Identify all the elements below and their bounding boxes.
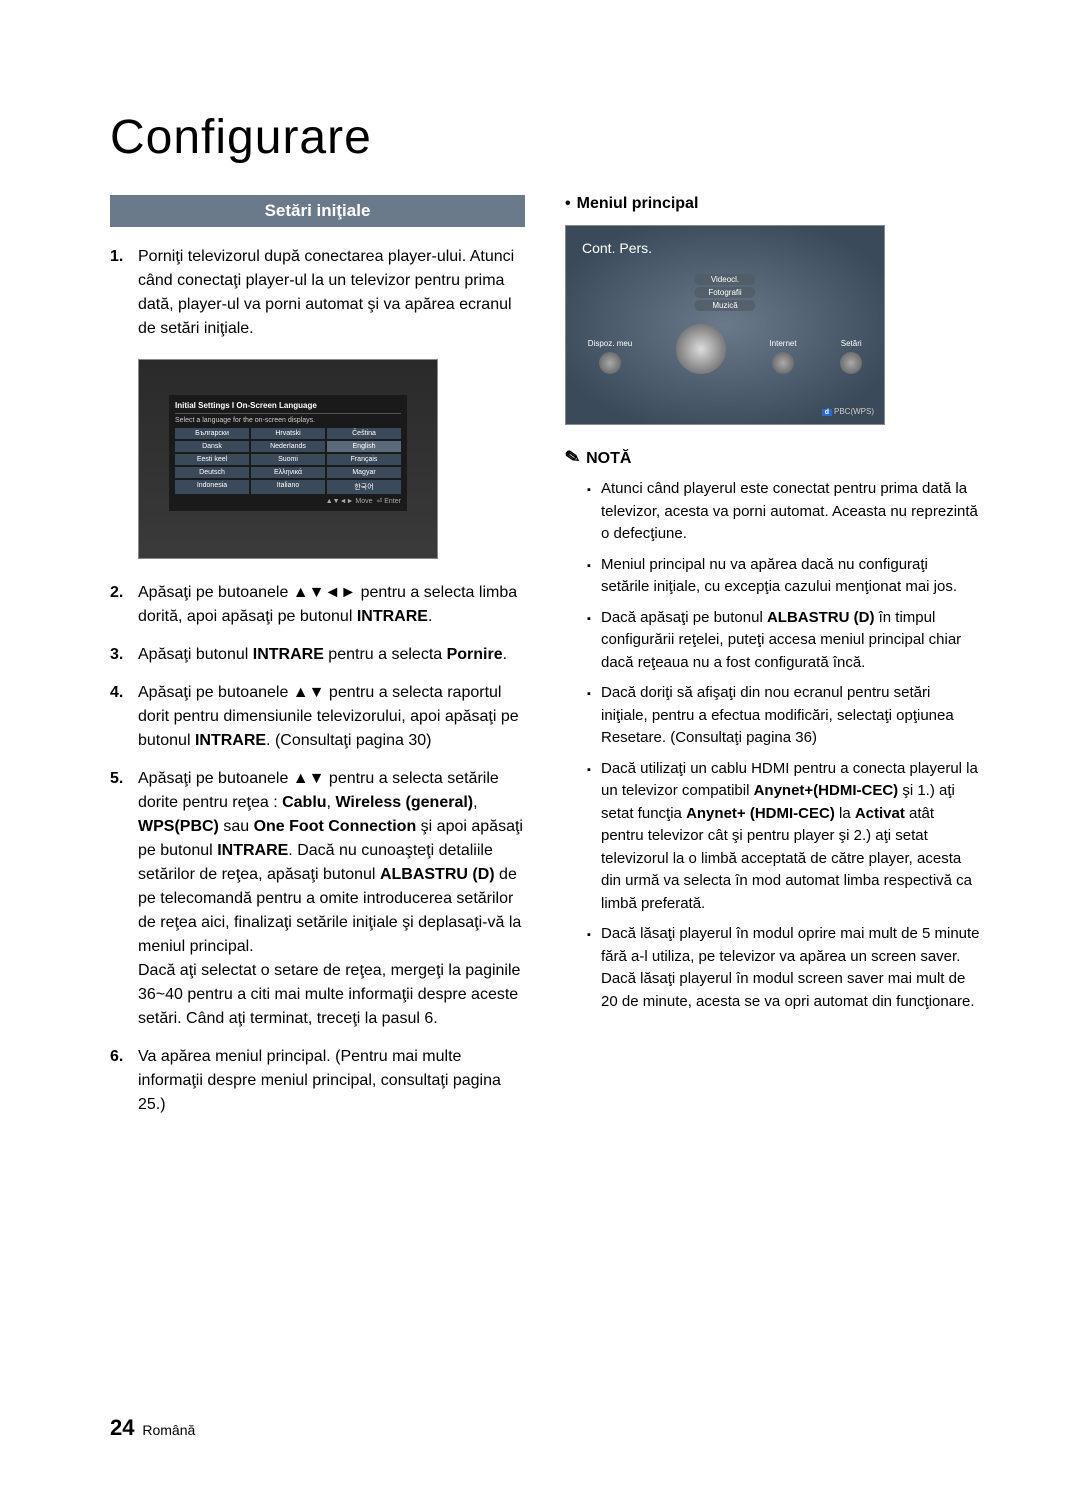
language-option: Suomi — [251, 454, 325, 465]
bullet-icon: ▪ — [587, 478, 601, 546]
step-text: Apăsaţi pe butoanele ▲▼ pentru a selecta… — [138, 767, 525, 1031]
step-text: Apăsaţi butonul INTRARE pentru a selecta… — [138, 643, 525, 667]
arrows-icon: ▲▼◄► — [326, 498, 354, 505]
step-6: 6. Va apărea meniul principal. (Pentru m… — [110, 1045, 525, 1117]
dialog-title: Initial Settings I On-Screen Language — [175, 401, 401, 414]
nota-6: ▪ Dacă lăsaţi playerul în modul oprire m… — [565, 923, 980, 1013]
step-num: 3. — [110, 643, 138, 667]
language-option: English — [327, 441, 401, 452]
ss2-disc — [676, 320, 726, 374]
bullet-icon: ▪ — [587, 758, 601, 916]
note-icon: ✎ — [563, 446, 582, 469]
ss2-footer: dPBC(WPS) — [822, 407, 874, 416]
nota-text: Dacă apăsaţi pe butonul ALBASTRU (D) în … — [601, 607, 980, 675]
language-option: Français — [327, 454, 401, 465]
ss2-item-music: Muzică — [694, 300, 755, 311]
nota-text: Dacă lăsaţi playerul în modul oprire mai… — [601, 923, 980, 1013]
nota-2: ▪ Meniul principal nu va apărea dacă nu … — [565, 554, 980, 599]
device-icon — [599, 352, 621, 374]
bullet-icon: ▪ — [587, 682, 601, 750]
disc-icon — [676, 324, 726, 374]
language-option: Eesti keel — [175, 454, 249, 465]
enter-icon: ⏎ — [376, 498, 382, 505]
nota-3: ▪ Dacă apăsaţi pe butonul ALBASTRU (D) î… — [565, 607, 980, 675]
ss2-top-menu: Videocl. Fotografii Muzică — [694, 274, 755, 313]
bullet-icon: ▪ — [587, 923, 601, 1013]
arrows-icon: ▲▼◄► — [293, 584, 356, 601]
move-label: Move — [355, 498, 372, 505]
dialog-subtitle: Select a language for the on-screen disp… — [175, 417, 401, 424]
ss2-item-video: Videocl. — [694, 274, 755, 285]
ss2-my-device: Dispoz. meu — [588, 339, 632, 374]
language-option: Nederlands — [251, 441, 325, 452]
step-1: 1. Porniţi televizorul după conectarea p… — [110, 245, 525, 341]
arrows-icon: ▲▼ — [293, 684, 325, 701]
language-option: Hrvatski — [251, 428, 325, 439]
step-2: 2. Apăsaţi pe butoanele ▲▼◄► pentru a se… — [110, 581, 525, 629]
language-select-screenshot: Initial Settings I On-Screen Language Se… — [138, 359, 438, 559]
ss2-settings: Setări — [840, 339, 862, 374]
step-num: 1. — [110, 245, 138, 341]
language-option: Čeština — [327, 428, 401, 439]
language-option: Български — [175, 428, 249, 439]
page-language: Română — [142, 1422, 195, 1438]
language-option: Magyar — [327, 467, 401, 478]
enter-label: Enter — [384, 498, 401, 505]
step-num: 2. — [110, 581, 138, 629]
section-header: Setări iniţiale — [110, 195, 525, 227]
settings-icon — [840, 352, 862, 374]
ss2-internet: Internet — [769, 339, 796, 374]
step-5: 5. Apăsaţi pe butoanele ▲▼ pentru a sele… — [110, 767, 525, 1031]
language-option: 한국어 — [327, 480, 401, 494]
bullet-icon: ▪ — [587, 554, 601, 599]
step-text: Porniţi televizorul după conectarea play… — [138, 245, 525, 341]
step-num: 5. — [110, 767, 138, 1031]
nota-5: ▪ Dacă utilizaţi un cablu HDMI pentru a … — [565, 758, 980, 916]
step-num: 6. — [110, 1045, 138, 1117]
left-column: Setări iniţiale 1. Porniţi televizorul d… — [110, 195, 525, 1131]
step-num: 4. — [110, 681, 138, 753]
language-grid: БългарскиHrvatskiČeština DanskNederlandsE… — [175, 428, 401, 494]
nota-text: Atunci când playerul este conectat pentr… — [601, 478, 980, 546]
right-column: Meniul principal Cont. Pers. Videocl. Fo… — [565, 195, 980, 1131]
d-badge: d — [822, 409, 832, 416]
language-option: Indonesia — [175, 480, 249, 494]
step-text: Apăsaţi pe butoanele ▲▼◄► pentru a selec… — [138, 581, 525, 629]
step-3: 3. Apăsaţi butonul INTRARE pentru a sele… — [110, 643, 525, 667]
nota-text: Dacă doriţi să afişaţi din nou ecranul p… — [601, 682, 980, 750]
step-text: Va apărea meniul principal. (Pentru mai … — [138, 1045, 525, 1117]
language-option: Deutsch — [175, 467, 249, 478]
nota-text: Dacă utilizaţi un cablu HDMI pentru a co… — [601, 758, 980, 916]
nota-text: Meniul principal nu va apărea dacă nu co… — [601, 554, 980, 599]
ss2-title: Cont. Pers. — [582, 240, 652, 256]
bullet-icon: ▪ — [587, 607, 601, 675]
ss2-item-photo: Fotografii — [694, 287, 755, 298]
language-option: Ελληνικά — [251, 467, 325, 478]
ss2-bottom-row: Dispoz. meu Internet Setări — [566, 320, 884, 374]
arrows-icon: ▲▼ — [293, 770, 325, 787]
step-text: Apăsaţi pe butoanele ▲▼ pentru a selecta… — [138, 681, 525, 753]
dialog-footer: ▲▼◄► Move ⏎ Enter — [175, 497, 401, 505]
main-menu-heading: Meniul principal — [565, 195, 980, 213]
language-option: Italiano — [251, 480, 325, 494]
step-4: 4. Apăsaţi pe butoanele ▲▼ pentru a sele… — [110, 681, 525, 753]
nota-1: ▪ Atunci când playerul este conectat pen… — [565, 478, 980, 546]
nota-heading: ✎NOTĂ — [565, 447, 980, 468]
page-number: 24 — [110, 1415, 134, 1440]
internet-icon — [772, 352, 794, 374]
language-dialog: Initial Settings I On-Screen Language Se… — [169, 395, 407, 511]
page-title: Configurare — [110, 110, 980, 165]
page-footer: 24 Română — [110, 1415, 195, 1441]
main-menu-screenshot: Cont. Pers. Videocl. Fotografii Muzică D… — [565, 225, 885, 425]
nota-4: ▪ Dacă doriţi să afişaţi din nou ecranul… — [565, 682, 980, 750]
language-option: Dansk — [175, 441, 249, 452]
content-columns: Setări iniţiale 1. Porniţi televizorul d… — [110, 195, 980, 1131]
